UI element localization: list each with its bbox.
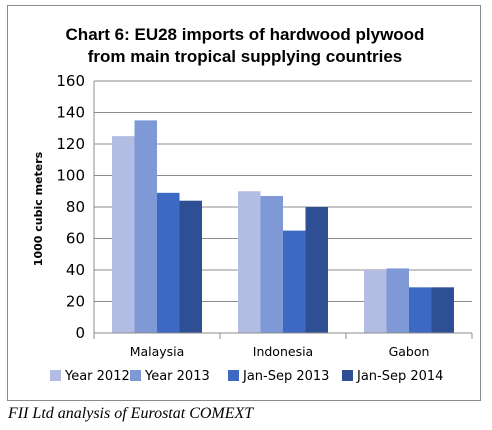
- legend-swatch: [342, 370, 353, 381]
- x-category-label: Indonesia: [253, 344, 313, 359]
- y-tick-label: 0: [75, 324, 85, 342]
- x-category-label: Gabon: [389, 344, 430, 359]
- y-tick-label: 140: [56, 104, 85, 122]
- y-tick-label: 160: [56, 72, 85, 90]
- bar: [179, 200, 202, 333]
- legend-swatch: [228, 370, 239, 381]
- bar: [260, 195, 283, 333]
- chart-svg: Chart 6: EU28 imports of hardwood plywoo…: [32, 25, 473, 384]
- chart-frame: Chart 6: EU28 imports of hardwood plywoo…: [7, 5, 481, 401]
- x-category-label: Malaysia: [130, 344, 185, 359]
- bar: [364, 270, 387, 333]
- bar: [238, 191, 261, 333]
- legend-label: Year 2012: [64, 369, 130, 384]
- chart-title-line-1: Chart 6: EU28 imports of hardwood plywoo…: [66, 25, 425, 44]
- chart-title-line-2: from main tropical supplying countries: [88, 47, 403, 66]
- axes: [93, 81, 473, 339]
- y-tick-label: 120: [56, 135, 85, 153]
- y-tick-label: 100: [56, 167, 85, 185]
- source-caption: FII Ltd analysis of Eurostat COMEXT: [8, 405, 254, 422]
- bar: [283, 230, 306, 333]
- y-tick-labels: 0 20 40 60 80 100 120 140 160: [56, 72, 85, 342]
- bar: [409, 287, 432, 333]
- legend-label: Jan-Sep 2014: [356, 369, 443, 384]
- chart-title: Chart 6: EU28 imports of hardwood plywoo…: [66, 25, 425, 66]
- y-axis-label: 1000 cubic meters: [32, 151, 45, 266]
- bar: [386, 268, 409, 333]
- y-tick-label: 60: [66, 230, 85, 248]
- bar: [157, 192, 180, 333]
- y-tick-label: 80: [66, 198, 85, 216]
- bar: [112, 136, 135, 333]
- bar: [431, 287, 454, 333]
- y-tick-label: 20: [66, 293, 85, 311]
- legend-swatch: [130, 370, 141, 381]
- legend: Year 2012 Year 2013 Jan-Sep 2013 Jan-Sep 20…: [50, 369, 443, 384]
- legend-label: Year 2013: [144, 369, 210, 384]
- y-tick-label: 40: [66, 261, 85, 279]
- legend-label: Jan-Sep 2013: [242, 369, 329, 384]
- bar: [305, 207, 328, 333]
- legend-swatch: [50, 370, 61, 381]
- bar: [134, 120, 157, 333]
- x-category-labels: Malaysia Indonesia Gabon: [130, 344, 430, 359]
- bars: [112, 120, 454, 333]
